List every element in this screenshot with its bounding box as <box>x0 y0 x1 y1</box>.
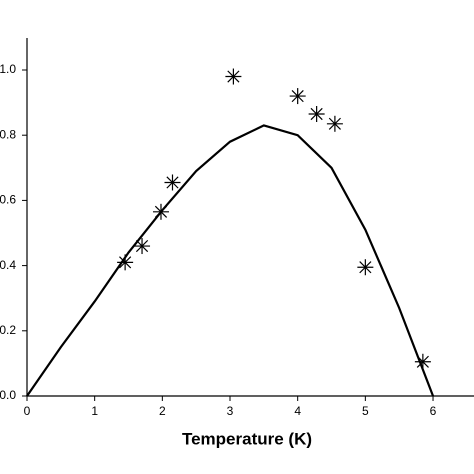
asterisk-marker <box>152 203 169 220</box>
y-tick-label: 0.6 <box>0 193 16 207</box>
asterisk-marker <box>289 88 306 105</box>
asterisk-marker <box>326 115 343 132</box>
asterisk-marker <box>117 254 134 271</box>
x-tick-label: 3 <box>227 404 234 418</box>
y-tick-label: 0.8 <box>0 127 16 141</box>
asterisk-marker <box>225 68 242 85</box>
x-tick-label: 0 <box>24 404 31 418</box>
asterisk-marker <box>134 238 151 255</box>
x-tick-label: 4 <box>294 404 301 418</box>
x-tick-label: 2 <box>159 404 166 418</box>
y-tick-label: 0.2 <box>0 323 16 337</box>
asterisk-marker <box>414 353 431 370</box>
x-tick-label: 5 <box>362 404 369 418</box>
asterisk-marker <box>164 174 181 191</box>
y-tick-label: 0.0 <box>0 388 16 402</box>
y-tick-label: 0.4 <box>0 258 16 272</box>
y-tick-label: 1.0 <box>0 62 16 76</box>
asterisk-marker <box>357 259 374 276</box>
asterisk-marker <box>308 106 325 123</box>
x-axis-label: Temperature (K) <box>182 429 312 448</box>
x-tick-label: 1 <box>91 404 98 418</box>
x-tick-label: 6 <box>430 404 437 418</box>
curve <box>26 124 435 397</box>
